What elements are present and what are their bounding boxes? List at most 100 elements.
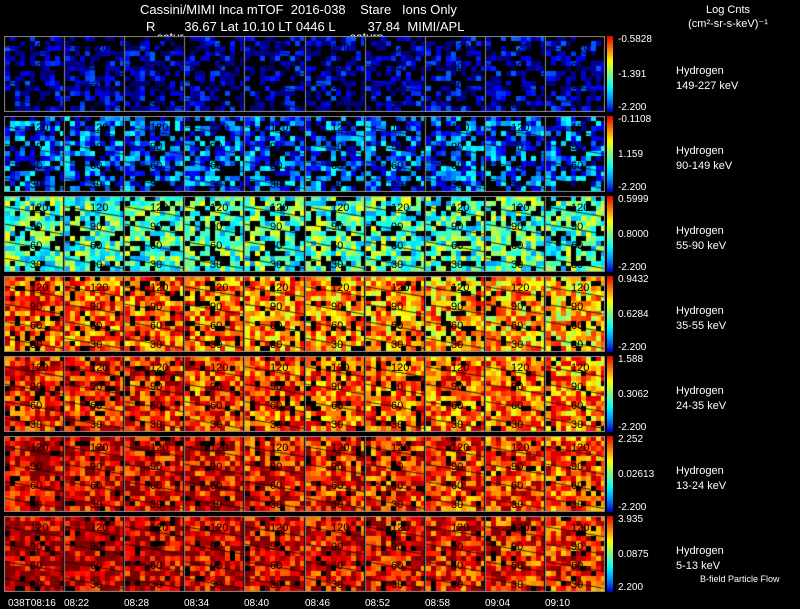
angle-label: 120 <box>571 522 590 534</box>
angle-label: 30 <box>451 419 464 431</box>
angle-label: 30 <box>90 179 103 191</box>
angle-label: 90 <box>270 381 283 393</box>
species-name: Hydrogen <box>676 465 724 477</box>
angle-label: 120 <box>90 522 109 534</box>
angle-label: 30 <box>270 499 283 511</box>
angle-label: 120 <box>90 362 109 374</box>
angle-label: 60 <box>150 480 163 492</box>
spectrogram-image <box>4 276 605 352</box>
angle-label: 90 <box>30 541 43 553</box>
angle-label: 60 <box>451 480 464 492</box>
angle-label: 120 <box>511 362 530 374</box>
angle-label: 60 <box>30 320 43 332</box>
angle-label: 90 <box>391 541 404 553</box>
angle-label: 90 <box>30 221 43 233</box>
angle-label: 60 <box>511 80 524 92</box>
angle-label: 90 <box>270 461 283 473</box>
angle-label: 60 <box>270 80 283 92</box>
time-tick-label: 08:22 <box>64 598 90 609</box>
angle-label: 60 <box>270 160 283 172</box>
energy-range: 24-35 keV <box>676 400 727 412</box>
angle-label: 90 <box>511 381 524 393</box>
angle-label: 120 <box>30 42 49 54</box>
angle-label: 60 <box>331 240 344 252</box>
colorbar-units: Log Cnts (cm²-sr-s-keV)⁻¹ <box>668 3 788 31</box>
angle-label: 120 <box>391 522 410 534</box>
colorbar-mid-label: 0.0875 <box>618 549 649 560</box>
angle-label: 120 <box>210 442 229 454</box>
angle-label: 60 <box>150 320 163 332</box>
species-label: Hydrogen 90-149 keV <box>676 144 732 174</box>
angle-label: 30 <box>90 419 103 431</box>
angle-label: 60 <box>571 560 584 572</box>
angle-label: 30 <box>511 259 524 271</box>
angle-label: 30 <box>331 579 344 591</box>
angle-label: 30 <box>331 499 344 511</box>
angle-label: 60 <box>511 400 524 412</box>
angle-label: 90 <box>331 61 344 73</box>
colorbar-max-label: 0.5999 <box>618 194 649 205</box>
angle-label: 90 <box>451 301 464 313</box>
angle-label: 30 <box>270 99 283 111</box>
plot-title: Cassini/MIMI Inca mTOF 2016-038 Stare Io… <box>140 2 457 17</box>
colorbar <box>607 516 613 592</box>
angle-label: 90 <box>210 61 223 73</box>
angle-label: 120 <box>150 122 169 134</box>
angle-label: 60 <box>30 80 43 92</box>
angle-label: 30 <box>30 339 43 351</box>
angle-label: 60 <box>571 480 584 492</box>
angle-label: 120 <box>210 202 229 214</box>
angle-label: 30 <box>451 259 464 271</box>
angle-label: 30 <box>270 579 283 591</box>
angle-label: 60 <box>150 560 163 572</box>
energy-range: 13-24 keV <box>676 480 727 492</box>
angle-label: 120 <box>391 202 410 214</box>
species-name: Hydrogen <box>676 545 724 557</box>
angle-label: 60 <box>391 160 404 172</box>
angle-label: 120 <box>30 442 49 454</box>
angle-label: 120 <box>391 122 410 134</box>
time-tick-label: 08:58 <box>425 598 451 609</box>
angle-label: 120 <box>571 442 590 454</box>
angle-label: 60 <box>90 400 103 412</box>
angle-label: 90 <box>90 541 103 553</box>
colorbar-mid-label: 0.3062 <box>618 389 649 400</box>
angle-label: 120 <box>331 122 350 134</box>
angle-label: 30 <box>511 99 524 111</box>
colorbar-min-label: -2.200 <box>618 182 647 193</box>
angle-label: 120 <box>210 282 229 294</box>
angle-label: 120 <box>150 202 169 214</box>
angle-label: 30 <box>511 579 524 591</box>
energy-range: 90-149 keV <box>676 160 733 172</box>
angle-label: 60 <box>511 320 524 332</box>
time-tick-label: 08:46 <box>305 598 331 609</box>
time-tick-label: 09:04 <box>485 598 511 609</box>
angle-label: 30 <box>210 259 223 271</box>
angle-label: 120 <box>391 42 410 54</box>
angle-label: 90 <box>511 541 524 553</box>
angle-label: 60 <box>150 240 163 252</box>
angle-label: 30 <box>30 99 43 111</box>
angle-label: 60 <box>391 320 404 332</box>
angle-label: 60 <box>210 480 223 492</box>
angle-label: 30 <box>331 419 344 431</box>
angle-label: 120 <box>270 362 289 374</box>
angle-label: 60 <box>210 320 223 332</box>
angle-label: 30 <box>90 99 103 111</box>
angle-label: 90 <box>511 461 524 473</box>
angle-label: 90 <box>331 301 344 313</box>
angle-label: 120 <box>511 42 530 54</box>
angle-label: 60 <box>270 560 283 572</box>
angle-label: 90 <box>571 141 584 153</box>
angle-label: 60 <box>90 560 103 572</box>
angle-label: 30 <box>150 339 163 351</box>
angle-label: 60 <box>270 320 283 332</box>
angle-label: 90 <box>451 381 464 393</box>
angle-label: 30 <box>30 259 43 271</box>
angle-label: 120 <box>150 442 169 454</box>
angle-label: 60 <box>331 400 344 412</box>
angle-label: 90 <box>451 541 464 553</box>
angle-label: 30 <box>30 419 43 431</box>
angle-label: 120 <box>331 362 350 374</box>
angle-label: 120 <box>571 282 590 294</box>
